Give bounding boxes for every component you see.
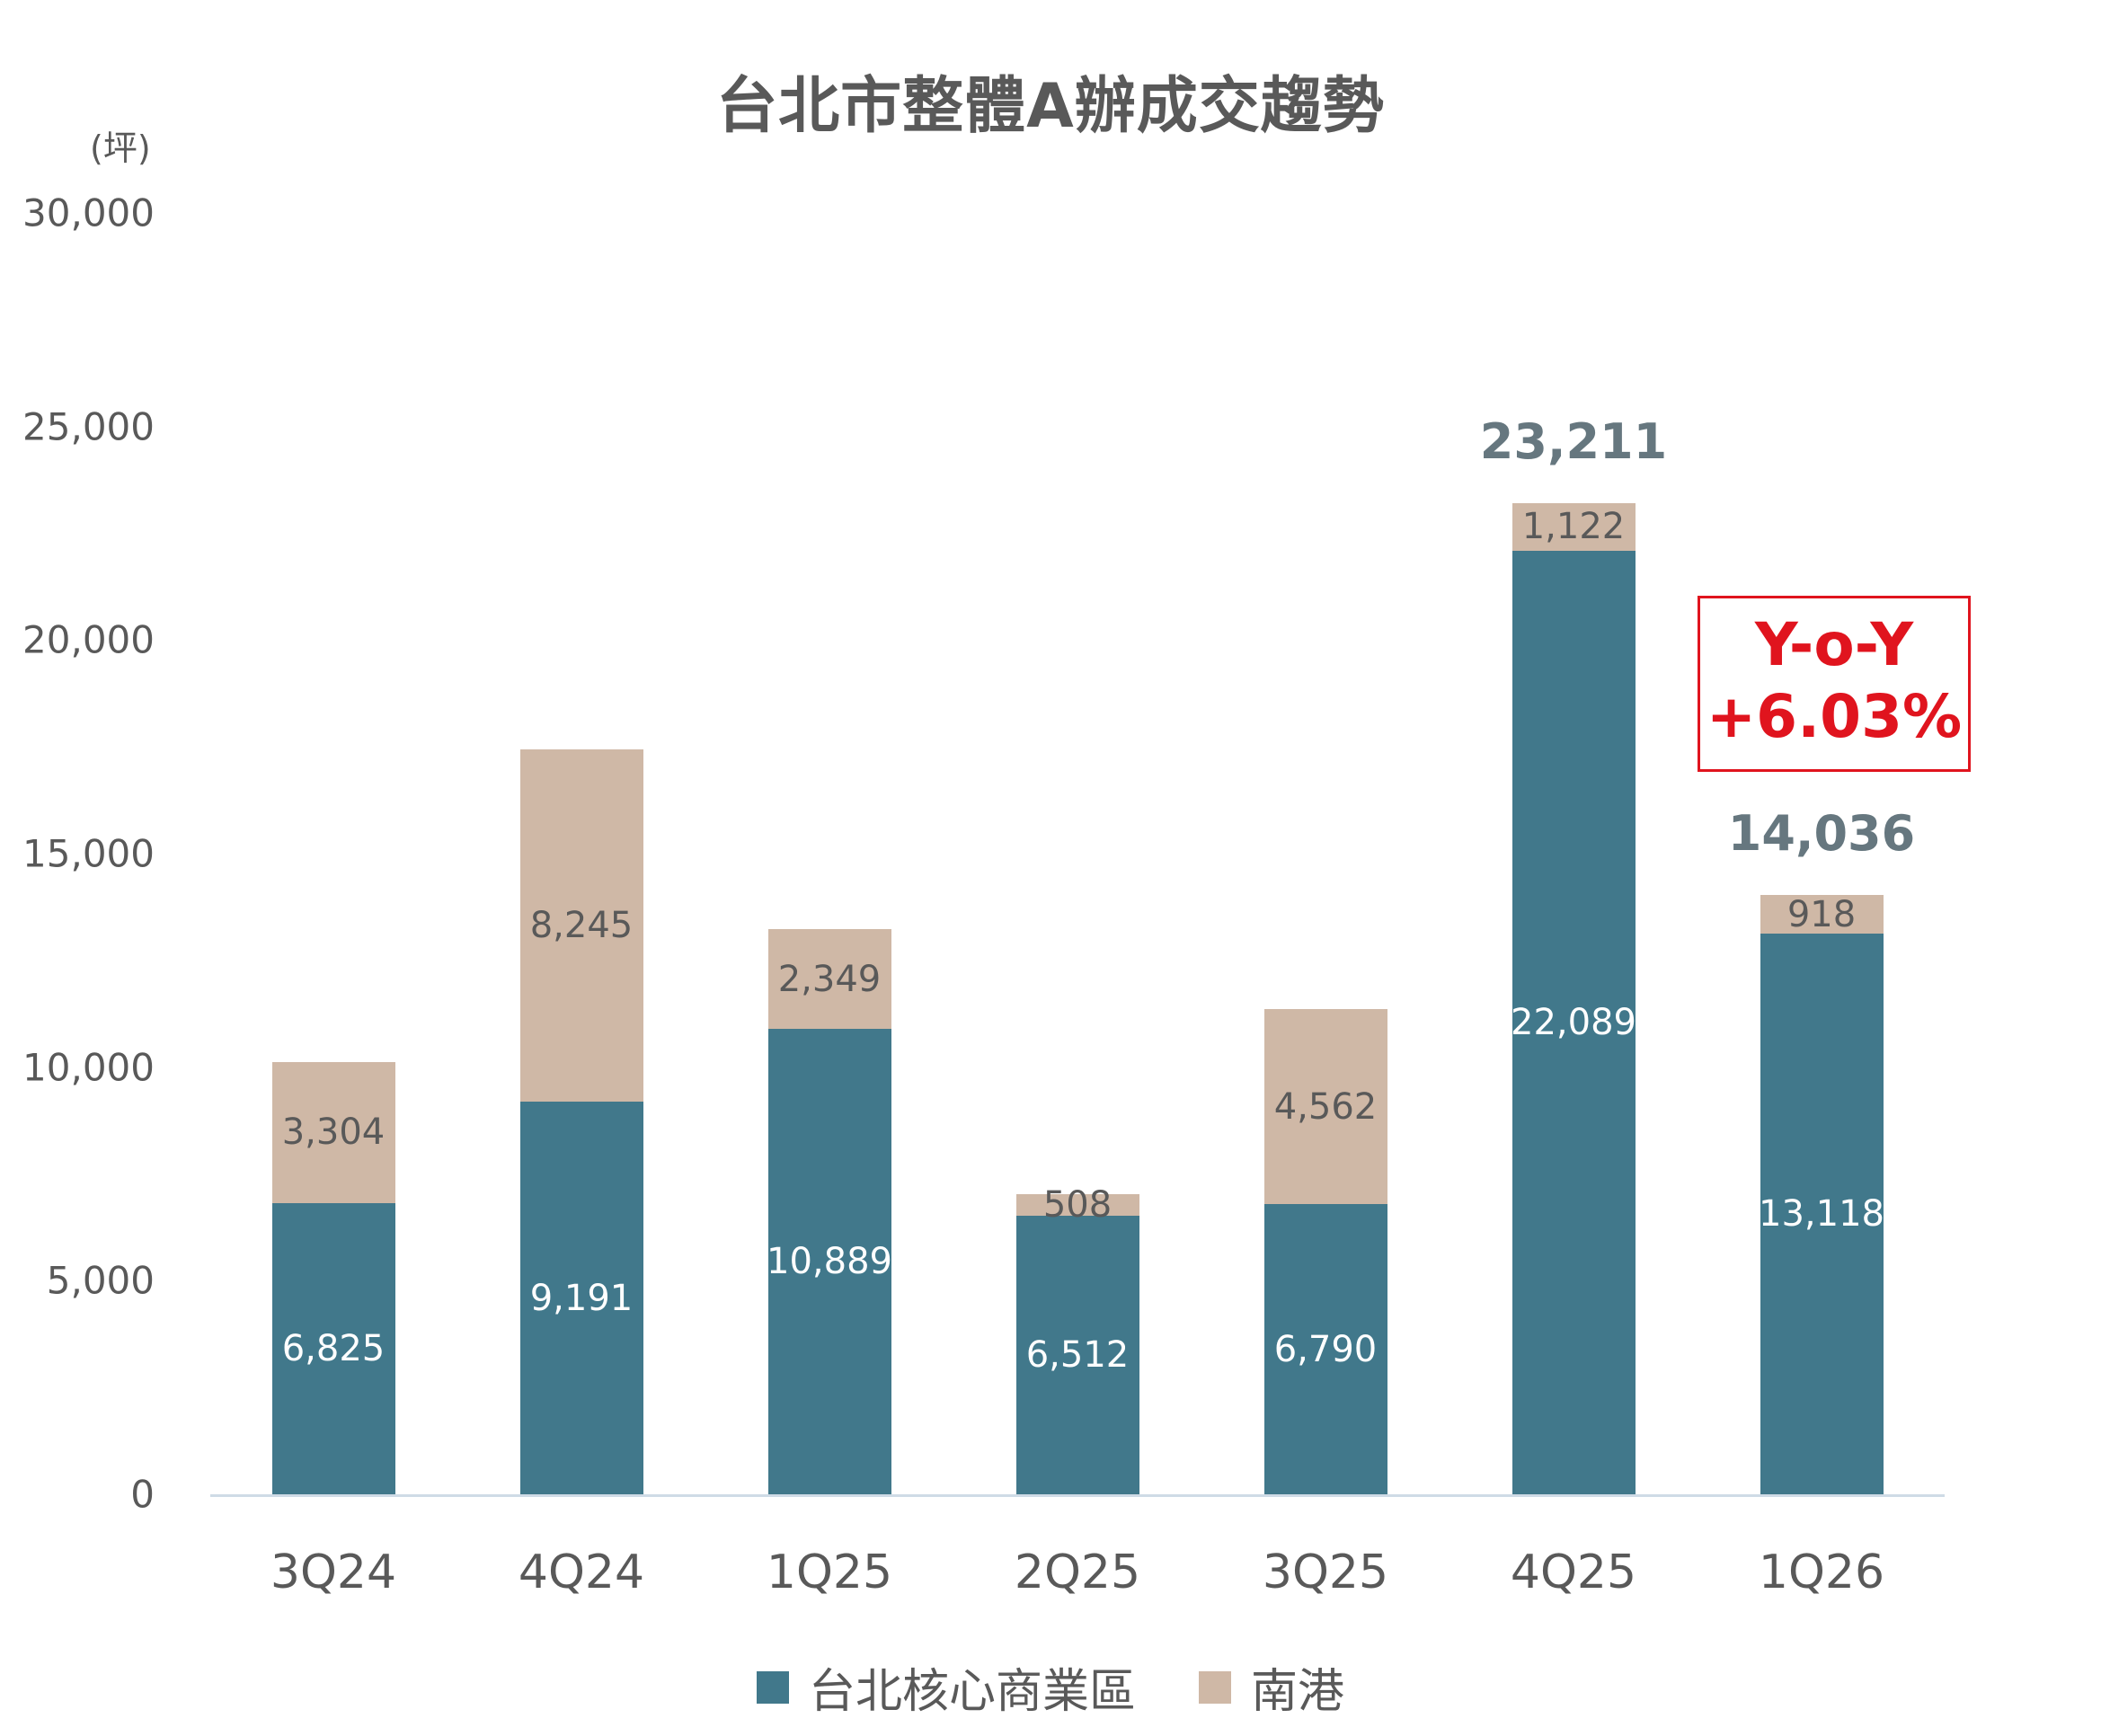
x-tick-label: 3Q24 <box>270 1546 397 1599</box>
core-value-label: 22,089 <box>1511 1002 1636 1044</box>
bar-segment-core <box>1015 1216 1139 1494</box>
x-tick-label: 3Q25 <box>1262 1546 1389 1599</box>
nangang-value-label: 1,122 <box>1521 506 1626 548</box>
legend-swatch-core <box>756 1670 789 1704</box>
y-axis-unit-label: (坪) <box>90 128 151 168</box>
bar-segment-nangang <box>1511 502 1636 552</box>
yoy-value: +6.03% <box>1706 682 1963 751</box>
nangang-value-label: 8,245 <box>529 905 634 947</box>
stacked-bar-2q25: 508 6,512 <box>1015 1184 1139 1494</box>
stacked-bar-3q24: 3,304 6,825 <box>271 1061 395 1494</box>
x-tick-label: 2Q25 <box>1014 1546 1141 1599</box>
core-value-label: 6,512 <box>1025 1334 1130 1377</box>
y-tick-label: 30,000 <box>22 190 155 235</box>
y-tick-label: 10,000 <box>22 1045 155 1090</box>
bar-segment-nangang <box>519 749 643 1103</box>
bar-segment-core <box>1511 551 1636 1494</box>
nangang-value-label: 508 <box>1042 1184 1113 1227</box>
core-value-label: 6,790 <box>1273 1328 1378 1370</box>
stacked-bar-3q25: 4,562 6,790 <box>1263 1009 1387 1494</box>
nangang-value-label: 2,349 <box>777 958 882 1000</box>
legend-item-nangang: 南港 <box>1199 1653 1344 1721</box>
bar-segment-nangang <box>1760 894 1884 934</box>
stacked-bar-4q24: 8,245 9,191 <box>519 749 643 1494</box>
stacked-bar-1q26: 918 13,118 <box>1759 894 1884 1494</box>
y-tick-label: 15,000 <box>22 831 155 876</box>
nangang-value-label: 918 <box>1786 893 1857 935</box>
legend: 台北核心商業區 南港 <box>0 1653 2101 1721</box>
legend-swatch-nangang <box>1199 1670 1231 1704</box>
core-value-label: 9,191 <box>529 1277 634 1319</box>
yoy-label: Y-o-Y <box>1754 610 1914 679</box>
chart-title: 台北市整體A辦成交趨勢 <box>716 71 1385 142</box>
legend-label: 南港 <box>1251 1665 1345 1719</box>
y-tick-label: 25,000 <box>22 404 155 449</box>
yoy-annotation-box: Y-o-Y +6.03% <box>1698 596 1971 772</box>
x-tick-label: 4Q24 <box>518 1546 645 1599</box>
core-value-label: 13,118 <box>1759 1193 1884 1236</box>
x-tick-label: 1Q26 <box>1758 1546 1885 1599</box>
x-axis-line <box>210 1494 1945 1497</box>
y-tick-label: 0 <box>130 1472 155 1517</box>
legend-label: 台北核心商業區 <box>808 1665 1136 1719</box>
stacked-bar-1q25: 2,349 10,889 <box>767 928 892 1494</box>
core-value-label: 10,889 <box>767 1241 892 1283</box>
legend-item-core: 台北核心商業區 <box>756 1653 1136 1721</box>
bar-segment-core <box>1263 1204 1387 1494</box>
stacked-bar-4q25: 1,122 22,089 <box>1511 502 1636 1494</box>
bar-segment-nangang <box>1015 1194 1139 1217</box>
bar-segment-core <box>1760 934 1884 1494</box>
y-tick-label: 20,000 <box>22 617 155 662</box>
bar-segment-nangang <box>767 928 891 1030</box>
nangang-value-label: 4,562 <box>1273 1085 1378 1128</box>
nangang-value-label: 3,304 <box>281 1112 386 1154</box>
bar-segment-nangang <box>1263 1009 1387 1205</box>
bar-segment-core <box>767 1029 891 1494</box>
core-value-label: 6,825 <box>281 1327 386 1369</box>
bar-segment-core <box>271 1202 395 1494</box>
bar-segment-core <box>519 1102 643 1494</box>
bar-total-label: 14,036 <box>1727 804 1916 862</box>
y-tick-label: 5,000 <box>46 1258 155 1303</box>
bar-total-label: 23,211 <box>1479 412 1668 470</box>
bar-segment-nangang <box>271 1061 395 1203</box>
x-tick-label: 4Q25 <box>1510 1546 1637 1599</box>
x-tick-label: 1Q25 <box>766 1546 893 1599</box>
